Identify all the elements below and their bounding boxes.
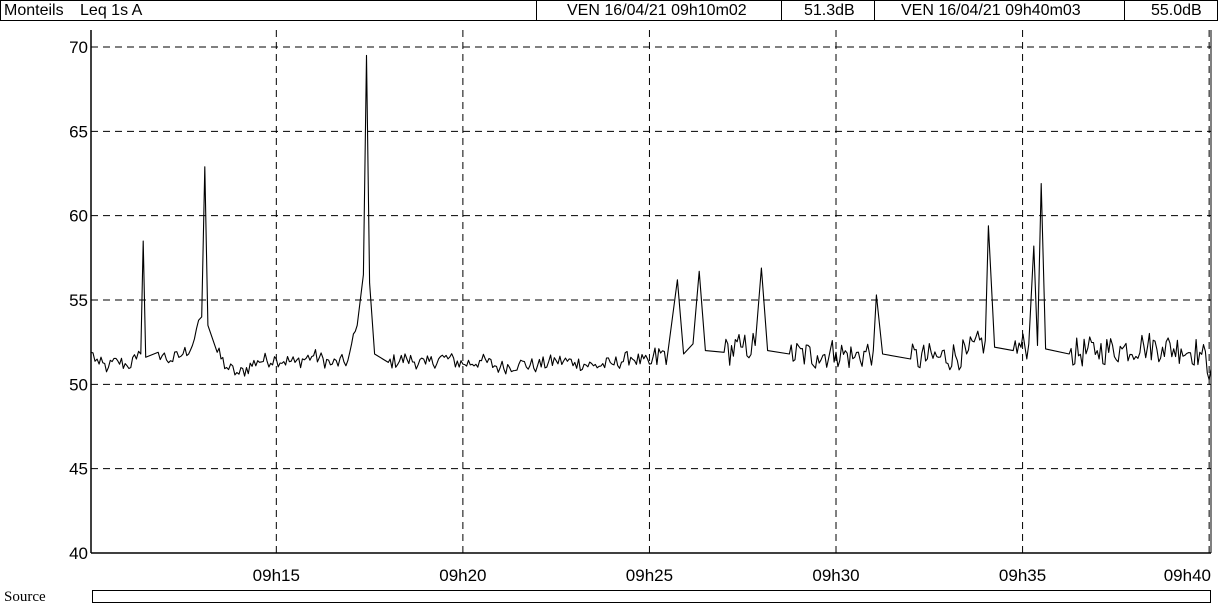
tick-labels: 40 45 50 55 60 65 70 09h15 09h20 09h25 09h30 09h35 0… (69, 38, 1211, 585)
x-tick-label: 09h35 (999, 566, 1046, 585)
location-label: Monteils (4, 2, 64, 19)
y-tick-label: 40 (69, 544, 88, 563)
x-tick-label: 09h25 (626, 566, 673, 585)
start-datetime: VEN 16/04/21 09h10m02 (567, 2, 747, 19)
header-title-box: Monteils Leq 1s A (0, 0, 537, 21)
y-tick-label: 70 (69, 38, 88, 57)
measure-label: Leq 1s A (80, 2, 143, 19)
y-tick-label: 55 (69, 291, 88, 310)
y-tick-label: 45 (69, 460, 88, 479)
start-value-box: 51.3dB (781, 0, 875, 21)
y-tick-label: 65 (69, 122, 88, 141)
x-tick-label: 09h20 (439, 566, 486, 585)
source-label: Source (4, 589, 46, 605)
y-tick-label: 60 (69, 207, 88, 226)
series-layer (90, 54, 1212, 381)
end-value-box: 55.0dB (1124, 0, 1218, 21)
x-tick-label: 09h30 (812, 566, 859, 585)
end-datetime: VEN 16/04/21 09h40m03 (901, 2, 1081, 19)
x-tick-label: 09h40 (1164, 566, 1211, 585)
grid (91, 30, 1211, 553)
axes (90, 30, 1212, 554)
start-value: 51.3dB (804, 2, 855, 19)
level-time-chart: 40 45 50 55 60 65 70 09h15 09h20 09h25 09h30 09h35 0… (69, 30, 1212, 585)
end-datetime-box: VEN 16/04/21 09h40m03 (874, 0, 1125, 21)
source-field (92, 590, 1211, 603)
end-value: 55.0dB (1151, 2, 1202, 19)
series-line (90, 54, 1212, 381)
y-tick-label: 50 (69, 375, 88, 394)
start-datetime-box: VEN 16/04/21 09h10m02 (536, 0, 782, 21)
x-tick-label: 09h15 (253, 566, 300, 585)
